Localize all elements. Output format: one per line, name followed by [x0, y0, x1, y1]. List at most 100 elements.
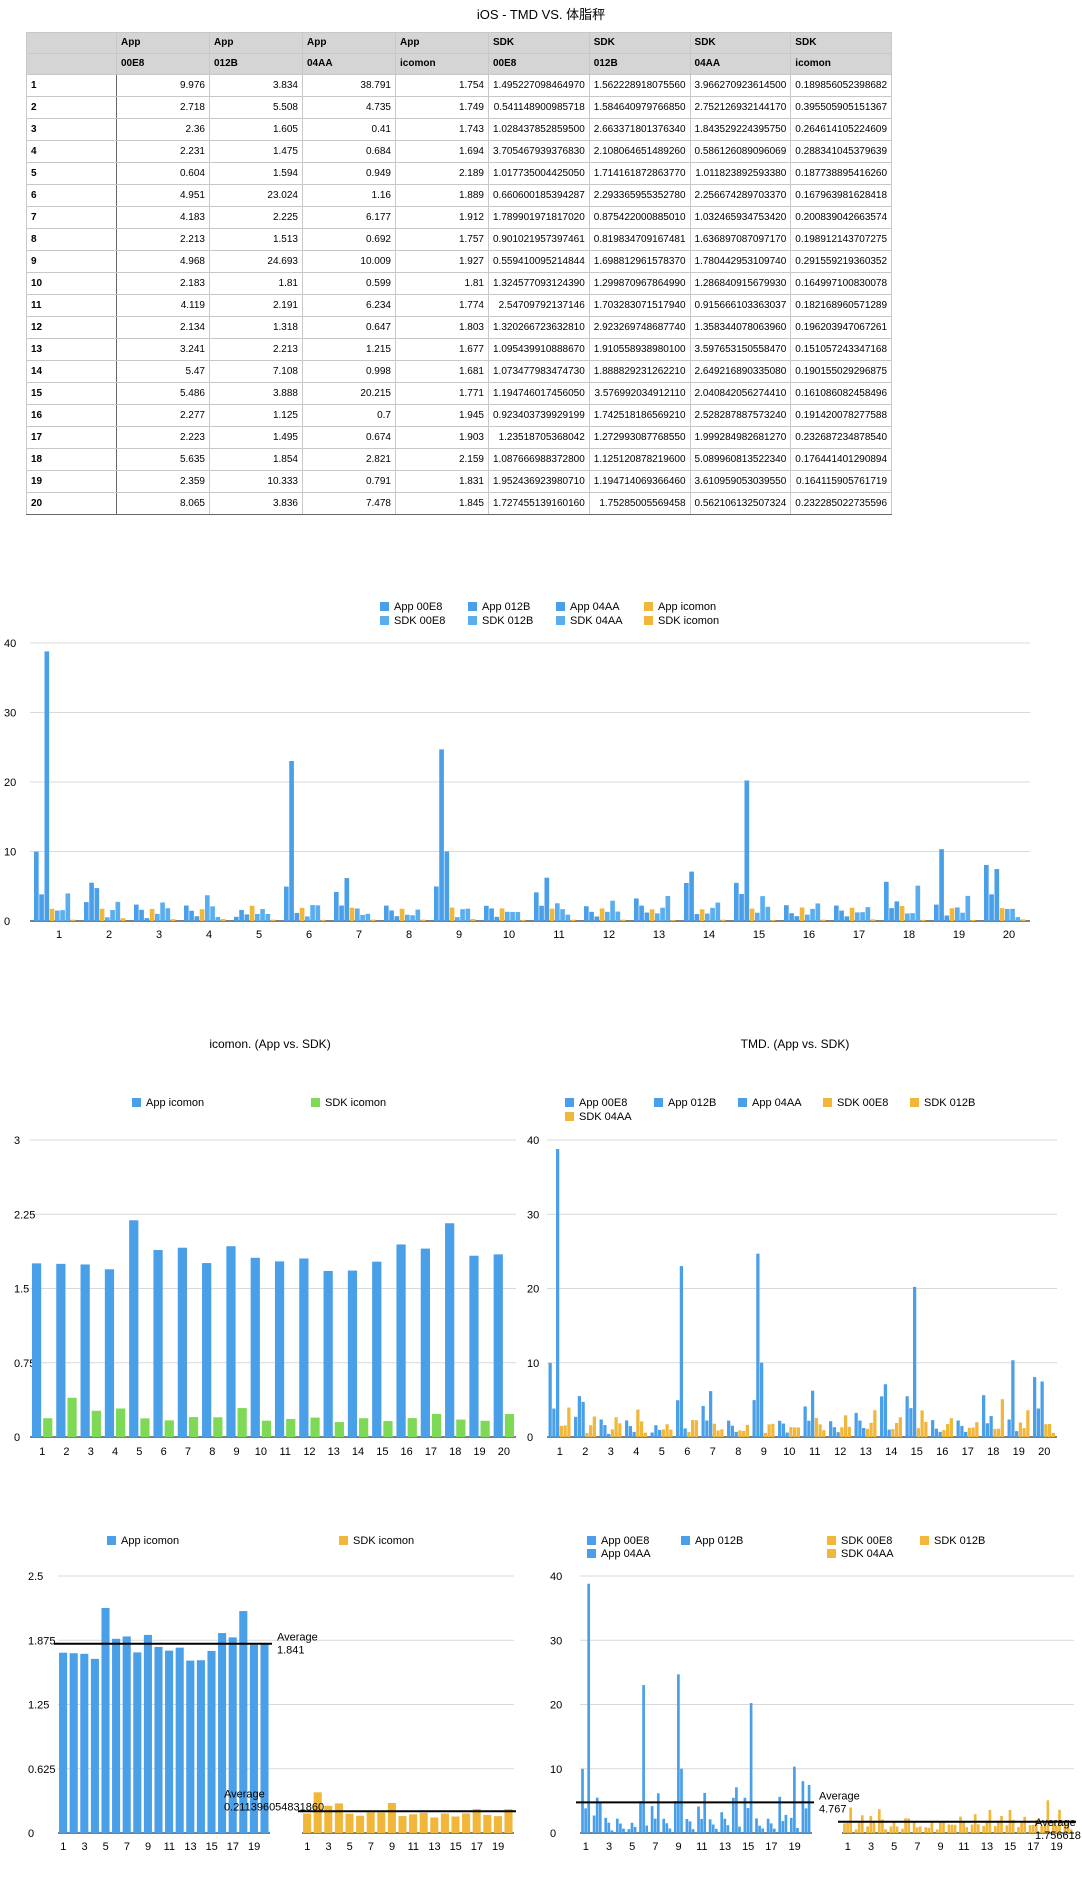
x-tick-label: 17	[425, 1446, 437, 1458]
x-tick-label: 13	[328, 1446, 340, 1458]
table-cell: 1.843529224395750	[689, 118, 792, 141]
y-tick-label: 0	[14, 1432, 20, 1444]
bar	[250, 1257, 260, 1437]
row-index: 18	[26, 448, 117, 471]
y-tick-label: 20	[527, 1284, 539, 1296]
bar	[56, 1263, 66, 1437]
bar	[869, 1422, 873, 1437]
bar	[534, 892, 539, 921]
bar	[924, 1827, 928, 1833]
bar	[970, 919, 976, 921]
x-tick-label: 9	[389, 1841, 395, 1853]
legend-label: SDK icomon	[658, 615, 719, 627]
bar	[80, 1264, 90, 1437]
table-cell: 8.065	[116, 492, 210, 515]
y-tick-label: 3	[14, 1135, 20, 1147]
bar	[59, 1652, 68, 1833]
bar	[844, 916, 850, 921]
x-tick-label: 13	[428, 1841, 440, 1853]
table-cell: 4.968	[116, 250, 210, 273]
bar	[938, 1431, 942, 1437]
bar	[956, 1420, 960, 1437]
bar	[909, 1408, 913, 1437]
bar	[1034, 1820, 1038, 1833]
bar	[884, 1829, 887, 1833]
table-cell: 1.16	[302, 184, 396, 207]
row-index: 10	[26, 272, 117, 295]
table-cell: 2.134	[116, 316, 210, 339]
x-tick-label: 2	[63, 1446, 69, 1458]
bar	[144, 918, 150, 921]
bar	[599, 1419, 603, 1437]
bar	[366, 1812, 375, 1833]
row-index: 2	[26, 96, 117, 119]
x-tick-label: 17	[1027, 1841, 1039, 1853]
table-row: 18 5.635 1.854 2.821 2.159 1.087666988372800 1…	[26, 448, 893, 471]
legend-swatch	[644, 602, 653, 611]
bar	[716, 1430, 720, 1437]
x-tick-label: 20	[1038, 1446, 1050, 1458]
table-cell: 3.966270923614500	[689, 74, 792, 97]
x-tick-label: 17	[853, 929, 865, 941]
y-tick-label: 40	[4, 638, 16, 650]
table-cell: 2.293365955352780	[588, 184, 691, 207]
bar	[120, 918, 126, 921]
bar	[70, 919, 76, 921]
bar	[970, 1824, 974, 1833]
table-cell: 1.324577093124390	[488, 272, 590, 295]
table-row: 16 2.277 1.125 0.7 1.945 0.923403739929199 1.7…	[26, 404, 893, 427]
bar	[255, 913, 260, 921]
table-cell: 1.495227098464970	[488, 74, 590, 97]
table-cell: 1.945	[395, 404, 489, 427]
bar	[165, 1650, 174, 1833]
table-cell: 23.024	[209, 184, 303, 207]
bar	[49, 908, 55, 921]
legend-swatch	[654, 1098, 663, 1107]
table-cell: 0.191420078277588	[790, 404, 893, 427]
legend-label: SDK 012B	[482, 615, 533, 627]
legend-label: App 04AA	[752, 1097, 802, 1109]
x-tick-label: 1	[56, 929, 62, 941]
y-tick-label: 30	[527, 1209, 539, 1221]
bar	[731, 1797, 735, 1833]
header-cell: icomon	[395, 53, 489, 75]
table-cell: 2.36	[116, 118, 210, 141]
bar	[804, 1808, 808, 1833]
bar	[708, 1819, 712, 1833]
bar	[687, 1432, 691, 1437]
bar	[465, 908, 471, 921]
table-cell: 2.189	[395, 162, 489, 185]
legend-label: SDK 04AA	[579, 1111, 632, 1123]
x-tick-label: 13	[184, 1841, 196, 1853]
table-cell: 4.183	[116, 206, 210, 229]
legend-label: App 012B	[482, 601, 530, 613]
bar	[778, 1420, 782, 1437]
bar	[355, 908, 360, 921]
bar	[164, 1420, 174, 1437]
bar	[270, 919, 276, 921]
table-cell: 0.264614105224609	[790, 118, 893, 141]
row-index: 4	[26, 140, 117, 163]
bar	[739, 893, 744, 921]
bar	[854, 1412, 858, 1437]
bar	[415, 909, 421, 921]
bar	[669, 1429, 673, 1437]
average-value: 1.756618	[1035, 1830, 1081, 1842]
bar	[971, 1427, 975, 1437]
row-index: 5	[26, 162, 117, 185]
row-index: 12	[26, 316, 117, 339]
average-value: 0.211396054831860	[224, 1801, 324, 1813]
table-cell: 1.694	[395, 140, 489, 163]
table-cell: 0.586126089096069	[689, 140, 792, 163]
bar	[1015, 917, 1021, 921]
legend-label: SDK 012B	[934, 1535, 985, 1547]
bar	[1063, 1821, 1067, 1833]
bar	[973, 1814, 977, 1833]
x-tick-label: 16	[401, 1446, 413, 1458]
bar	[662, 1818, 666, 1833]
table-cell: 7.478	[302, 492, 396, 515]
bar	[989, 1416, 993, 1437]
bar	[1017, 1827, 1020, 1833]
legend-swatch	[587, 1536, 596, 1545]
